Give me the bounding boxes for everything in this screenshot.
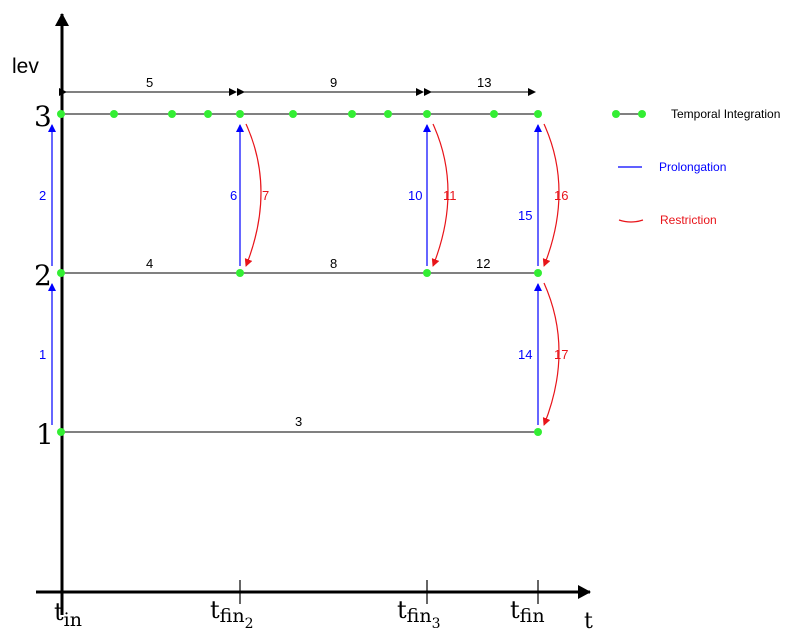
node — [534, 110, 542, 118]
node — [57, 269, 65, 277]
prolong-label-1: 1 — [39, 347, 46, 362]
integ-label-12: 12 — [476, 256, 490, 271]
time-label-tfin3: tfin3 — [397, 596, 441, 631]
level-label-2: 2 — [34, 259, 52, 292]
node — [534, 428, 542, 436]
integ-label-3: 3 — [295, 414, 302, 429]
integ-label-8: 8 — [330, 256, 337, 271]
level-label-1: 1 — [36, 418, 54, 451]
y-axis-label: lev — [12, 55, 39, 78]
legend-integration-node — [612, 110, 620, 118]
time-label-tfin2: tfin2 — [210, 596, 254, 631]
node — [168, 110, 176, 118]
restrict-arrow-16 — [542, 123, 560, 267]
restrict-arrow-17 — [542, 282, 560, 426]
restrict-label-16: 16 — [554, 188, 568, 203]
node — [423, 269, 431, 277]
legend-integration-node — [638, 110, 646, 118]
legend-restriction-label: Restriction — [660, 213, 717, 227]
node — [57, 110, 65, 118]
legend-restriction-line — [618, 219, 644, 223]
prolong-label-6: 6 — [230, 188, 237, 203]
prolong-label-2: 2 — [39, 188, 46, 203]
nodes-level-1 — [57, 428, 542, 436]
node — [490, 110, 498, 118]
prolong-label-15: 15 — [518, 208, 532, 223]
legend: Temporal Integration Prolongation Restri… — [612, 107, 780, 227]
restrict-arrow-7 — [244, 123, 262, 267]
node — [57, 428, 65, 436]
span-label-9: 9 — [330, 75, 337, 90]
node — [289, 110, 297, 118]
legend-prolongation-label: Prolongation — [659, 160, 726, 174]
nodes-level-2 — [57, 269, 542, 277]
span-label-13: 13 — [477, 75, 491, 90]
nodes-level-3 — [57, 110, 542, 118]
level-label-3: 3 — [34, 100, 52, 133]
prolong-label-14: 14 — [518, 347, 532, 362]
node — [110, 110, 118, 118]
time-label-tin: tin — [54, 598, 82, 631]
restrict-label-7: 7 — [262, 188, 269, 203]
x-axis-label: t — [584, 609, 593, 631]
node — [423, 110, 431, 118]
restrict-label-11: 11 — [443, 188, 457, 203]
restrict-label-17: 17 — [554, 347, 568, 362]
node — [534, 269, 542, 277]
node — [236, 269, 244, 277]
legend-integration-label: Temporal Integration — [671, 107, 780, 121]
node — [348, 110, 356, 118]
integ-label-4: 4 — [146, 256, 153, 271]
time-label-tfin: tfin — [510, 596, 545, 627]
node — [384, 110, 392, 118]
node — [236, 110, 244, 118]
prolong-label-10: 10 — [408, 188, 422, 203]
restrict-arrow-11 — [431, 123, 449, 267]
node — [204, 110, 212, 118]
span-label-5: 5 — [146, 75, 153, 90]
